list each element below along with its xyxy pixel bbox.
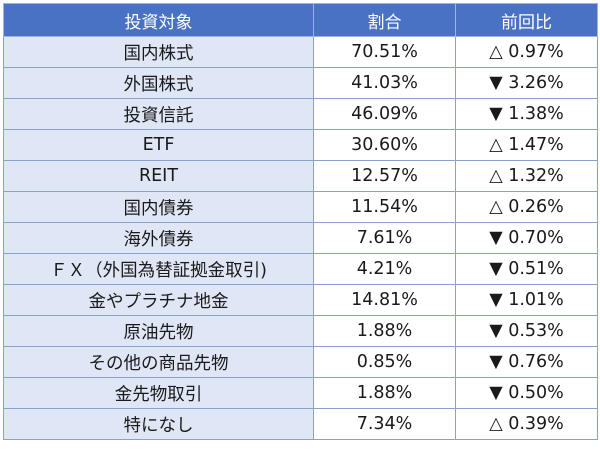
table-row: 原油先物 1.88% ▼ 0.53%: [3, 315, 598, 347]
row-change: △ 1.47%: [455, 129, 598, 161]
table-row: 国内株式 70.51% △ 0.97%: [3, 36, 598, 68]
row-label: ＦＸ（外国為替証拠金取引): [3, 253, 314, 285]
row-change: ▼ 1.38%: [455, 98, 598, 130]
row-ratio: 41.03%: [313, 67, 456, 99]
row-ratio: 12.57%: [313, 160, 456, 192]
row-ratio: 1.88%: [313, 315, 456, 347]
row-change: △ 0.26%: [455, 191, 598, 223]
table-row: 国内債券 11.54% △ 0.26%: [3, 191, 598, 223]
row-change: △ 0.97%: [455, 36, 598, 68]
row-label: 国内債券: [3, 191, 314, 223]
header-investment-target: 投資対象: [3, 3, 314, 37]
table-row: 外国株式 41.03% ▼ 3.26%: [3, 67, 598, 99]
row-label: ETF: [3, 129, 314, 161]
row-label: 投資信託: [3, 98, 314, 130]
row-label: 原油先物: [3, 315, 314, 347]
row-label: REIT: [3, 160, 314, 192]
row-change: ▼ 1.01%: [455, 284, 598, 316]
row-label: 金先物取引: [3, 377, 314, 409]
table-row: 特になし 7.34% △ 0.39%: [3, 408, 598, 440]
row-ratio: 4.21%: [313, 253, 456, 285]
row-label: 国内株式: [3, 36, 314, 68]
row-label: 海外債券: [3, 222, 314, 254]
table-row: 投資信託 46.09% ▼ 1.38%: [3, 98, 598, 130]
row-change: ▼ 0.76%: [455, 346, 598, 378]
row-ratio: 11.54%: [313, 191, 456, 223]
table-row: ＦＸ（外国為替証拠金取引) 4.21% ▼ 0.51%: [3, 253, 598, 285]
row-change: ▼ 0.53%: [455, 315, 598, 347]
row-ratio: 70.51%: [313, 36, 456, 68]
header-change: 前回比: [455, 3, 598, 37]
header-ratio: 割合: [313, 3, 456, 37]
row-label: 外国株式: [3, 67, 314, 99]
table-row: 金やプラチナ地金 14.81% ▼ 1.01%: [3, 284, 598, 316]
row-ratio: 7.34%: [313, 408, 456, 440]
table-row: その他の商品先物 0.85% ▼ 0.76%: [3, 346, 598, 378]
header-row: 投資対象 割合 前回比: [3, 3, 598, 37]
table-row: REIT 12.57% △ 1.32%: [3, 160, 598, 192]
row-label: 金やプラチナ地金: [3, 284, 314, 316]
row-change: ▼ 3.26%: [455, 67, 598, 99]
table-row: 海外債券 7.61% ▼ 0.70%: [3, 222, 598, 254]
table-row: 金先物取引 1.88% ▼ 0.50%: [3, 377, 598, 409]
row-change: ▼ 0.70%: [455, 222, 598, 254]
table-body: 国内株式 70.51% △ 0.97% 外国株式 41.03% ▼ 3.26% …: [3, 36, 598, 440]
row-ratio: 46.09%: [313, 98, 456, 130]
table-row: ETF 30.60% △ 1.47%: [3, 129, 598, 161]
row-change: ▼ 0.50%: [455, 377, 598, 409]
row-change: △ 1.32%: [455, 160, 598, 192]
row-ratio: 30.60%: [313, 129, 456, 161]
table-header: 投資対象 割合 前回比: [3, 3, 598, 37]
row-ratio: 7.61%: [313, 222, 456, 254]
row-ratio: 1.88%: [313, 377, 456, 409]
row-change: △ 0.39%: [455, 408, 598, 440]
row-ratio: 14.81%: [313, 284, 456, 316]
row-label: その他の商品先物: [3, 346, 314, 378]
row-label: 特になし: [3, 408, 314, 440]
investment-table: 投資対象 割合 前回比 国内株式 70.51% △ 0.97% 外国株式 41.…: [3, 3, 598, 440]
row-ratio: 0.85%: [313, 346, 456, 378]
row-change: ▼ 0.51%: [455, 253, 598, 285]
investment-table-container: 投資対象 割合 前回比 国内株式 70.51% △ 0.97% 外国株式 41.…: [3, 3, 598, 440]
